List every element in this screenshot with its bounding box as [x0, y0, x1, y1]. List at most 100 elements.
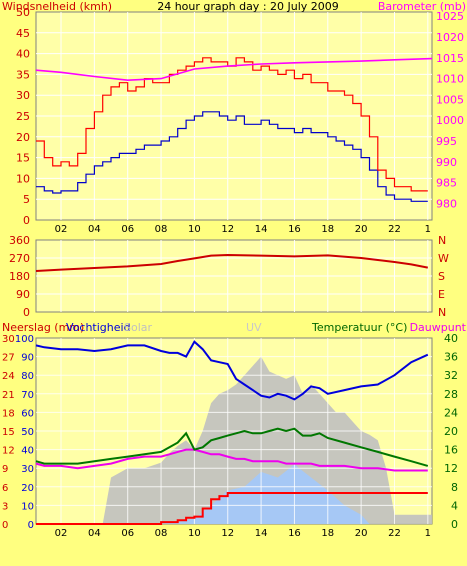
barometer-y-tick: 1025 [436, 10, 464, 23]
barometer-y-tick: 1010 [436, 73, 464, 86]
barometer-y-tick: 980 [436, 197, 457, 210]
direction-y-tick: 180 [9, 270, 30, 283]
temp-x-ticks: 02 04 06 08 10 12 14 16 18 20 22 1 [55, 528, 431, 539]
wind-axis-label: Windsnelheid (kmh) [2, 0, 112, 13]
temp-x-tick: 02 [55, 528, 68, 539]
barometer-line [35, 57, 433, 82]
barometer-axis-label: Barometer (mb) [378, 0, 466, 13]
wind-y-ticks: 0 5 10 15 20 25 30 35 40 45 50 [16, 6, 30, 227]
rain-y-tick: 9 [2, 464, 8, 475]
wind-x-tick: 16 [288, 224, 301, 235]
humidity-y-tick: 10 [21, 501, 34, 512]
temp-x-tick: 22 [388, 528, 401, 539]
rain-y-tick: 6 [2, 483, 8, 494]
temperature-y-tick: 40 [444, 332, 458, 345]
direction-series [35, 253, 428, 272]
rain-y-tick: 3 [2, 501, 8, 512]
rain-y-ticks: 0 3 6 9 12 15 18 21 24 27 30 [2, 334, 15, 531]
temperature-y-tick: 36 [444, 351, 458, 364]
wind-x-tick: 14 [255, 224, 268, 235]
temperature-y-tick: 12 [444, 462, 458, 475]
temp-x-tick: 14 [255, 528, 268, 539]
humidity-y-tick: 90 [21, 353, 34, 364]
temperature-y-tick: 24 [444, 406, 458, 419]
humidity-y-tick: 60 [21, 408, 34, 419]
temp-x-tick: 06 [121, 528, 134, 539]
wind-x-tick: 02 [55, 224, 68, 235]
dewpoint-line [35, 448, 428, 472]
wind-y-tick: 40 [16, 48, 30, 61]
humidity-y-tick: 50 [21, 427, 34, 438]
wind-x-tick: 1 [425, 224, 431, 235]
legend-dewpoint: Dauwpunt [410, 321, 467, 334]
legend-rain: Neerslag (mm) [2, 321, 84, 334]
rain-line [36, 492, 428, 525]
compass-label: N [438, 234, 446, 247]
temp-x-tick: 04 [88, 528, 101, 539]
legend-humidity: Vochtigheid [66, 321, 131, 334]
temp-x-tick: 08 [155, 528, 168, 539]
wind-x-tick: 18 [321, 224, 334, 235]
rain-y-tick: 18 [2, 408, 15, 419]
rain-y-tick: 12 [2, 446, 15, 457]
temp-x-tick: 12 [221, 528, 234, 539]
chart-title: 24 hour graph day : 20 July 2009 [157, 0, 339, 13]
barometer-y-tick: 1015 [436, 52, 464, 65]
rain-y-tick: 0 [2, 520, 8, 531]
solar-band [36, 356, 432, 524]
wind-x-tick: 20 [355, 224, 368, 235]
compass-label: W [438, 252, 449, 265]
barometer-y-tick: 990 [436, 156, 457, 169]
wind-x-tick: 12 [221, 224, 234, 235]
legend-uv: UV [246, 321, 262, 334]
temperature-y-tick: 8 [451, 481, 458, 494]
wind-y-tick: 30 [16, 89, 30, 102]
wind-y-tick: 25 [16, 110, 30, 123]
wind-y-tick: 50 [16, 6, 30, 19]
legend-solar: Solar [124, 321, 153, 334]
temp-x-tick: 1 [425, 528, 431, 539]
temp-series [35, 340, 429, 525]
compass-label: N [438, 306, 446, 319]
temperature-y-tick: 4 [451, 499, 458, 512]
humidity-y-tick: 40 [21, 446, 34, 457]
temperature-y-tick: 20 [444, 425, 458, 438]
humidity-y-tick: 0 [28, 520, 34, 531]
legend-temperature: Temperatuur (°C) [311, 321, 407, 334]
wind-gust-line [36, 57, 428, 192]
barometer-y-tick: 1000 [436, 114, 464, 127]
wind-y-tick: 15 [16, 152, 30, 165]
direction-y-tick: 0 [23, 306, 30, 319]
wind-y-tick: 45 [16, 27, 30, 40]
wind-x-tick: 22 [388, 224, 401, 235]
wind-average-line [36, 111, 428, 202]
humidity-y-tick: 70 [21, 390, 34, 401]
wind-series [35, 57, 433, 202]
direction-y-tick: 90 [16, 288, 30, 301]
barometer-y-tick: 985 [436, 177, 457, 190]
direction-y-ticks: 360 270 180 90 0 [9, 234, 30, 319]
wind-x-tick: 06 [121, 224, 134, 235]
wind-y-tick: 0 [23, 214, 30, 227]
rain-y-tick: 15 [2, 427, 15, 438]
wind-y-tick: 10 [16, 172, 30, 185]
rain-y-tick: 24 [2, 371, 15, 382]
temperature-line [35, 427, 429, 467]
wind-x-tick: 08 [155, 224, 168, 235]
humidity-y-ticks: 0 10 20 30 40 50 60 70 80 90 100 [15, 334, 34, 531]
uv-band [36, 464, 432, 524]
humidity-y-tick: 20 [21, 483, 34, 494]
temp-x-tick: 16 [288, 528, 301, 539]
barometer-y-ticks: 980 985 990 995 1000 1005 1010 1015 1020 1025 [436, 10, 464, 210]
temperature-y-ticks: 0 4 8 12 16 20 24 28 32 36 40 [444, 332, 458, 531]
barometer-y-tick: 1005 [436, 93, 464, 106]
temperature-y-tick: 32 [444, 369, 458, 382]
rain-y-tick: 30 [2, 334, 15, 345]
barometer-y-tick: 1020 [436, 31, 464, 44]
humidity-y-tick: 100 [15, 334, 34, 345]
temperature-y-tick: 16 [444, 444, 458, 457]
compass-label: E [438, 288, 445, 301]
direction-y-tick: 360 [9, 234, 30, 247]
